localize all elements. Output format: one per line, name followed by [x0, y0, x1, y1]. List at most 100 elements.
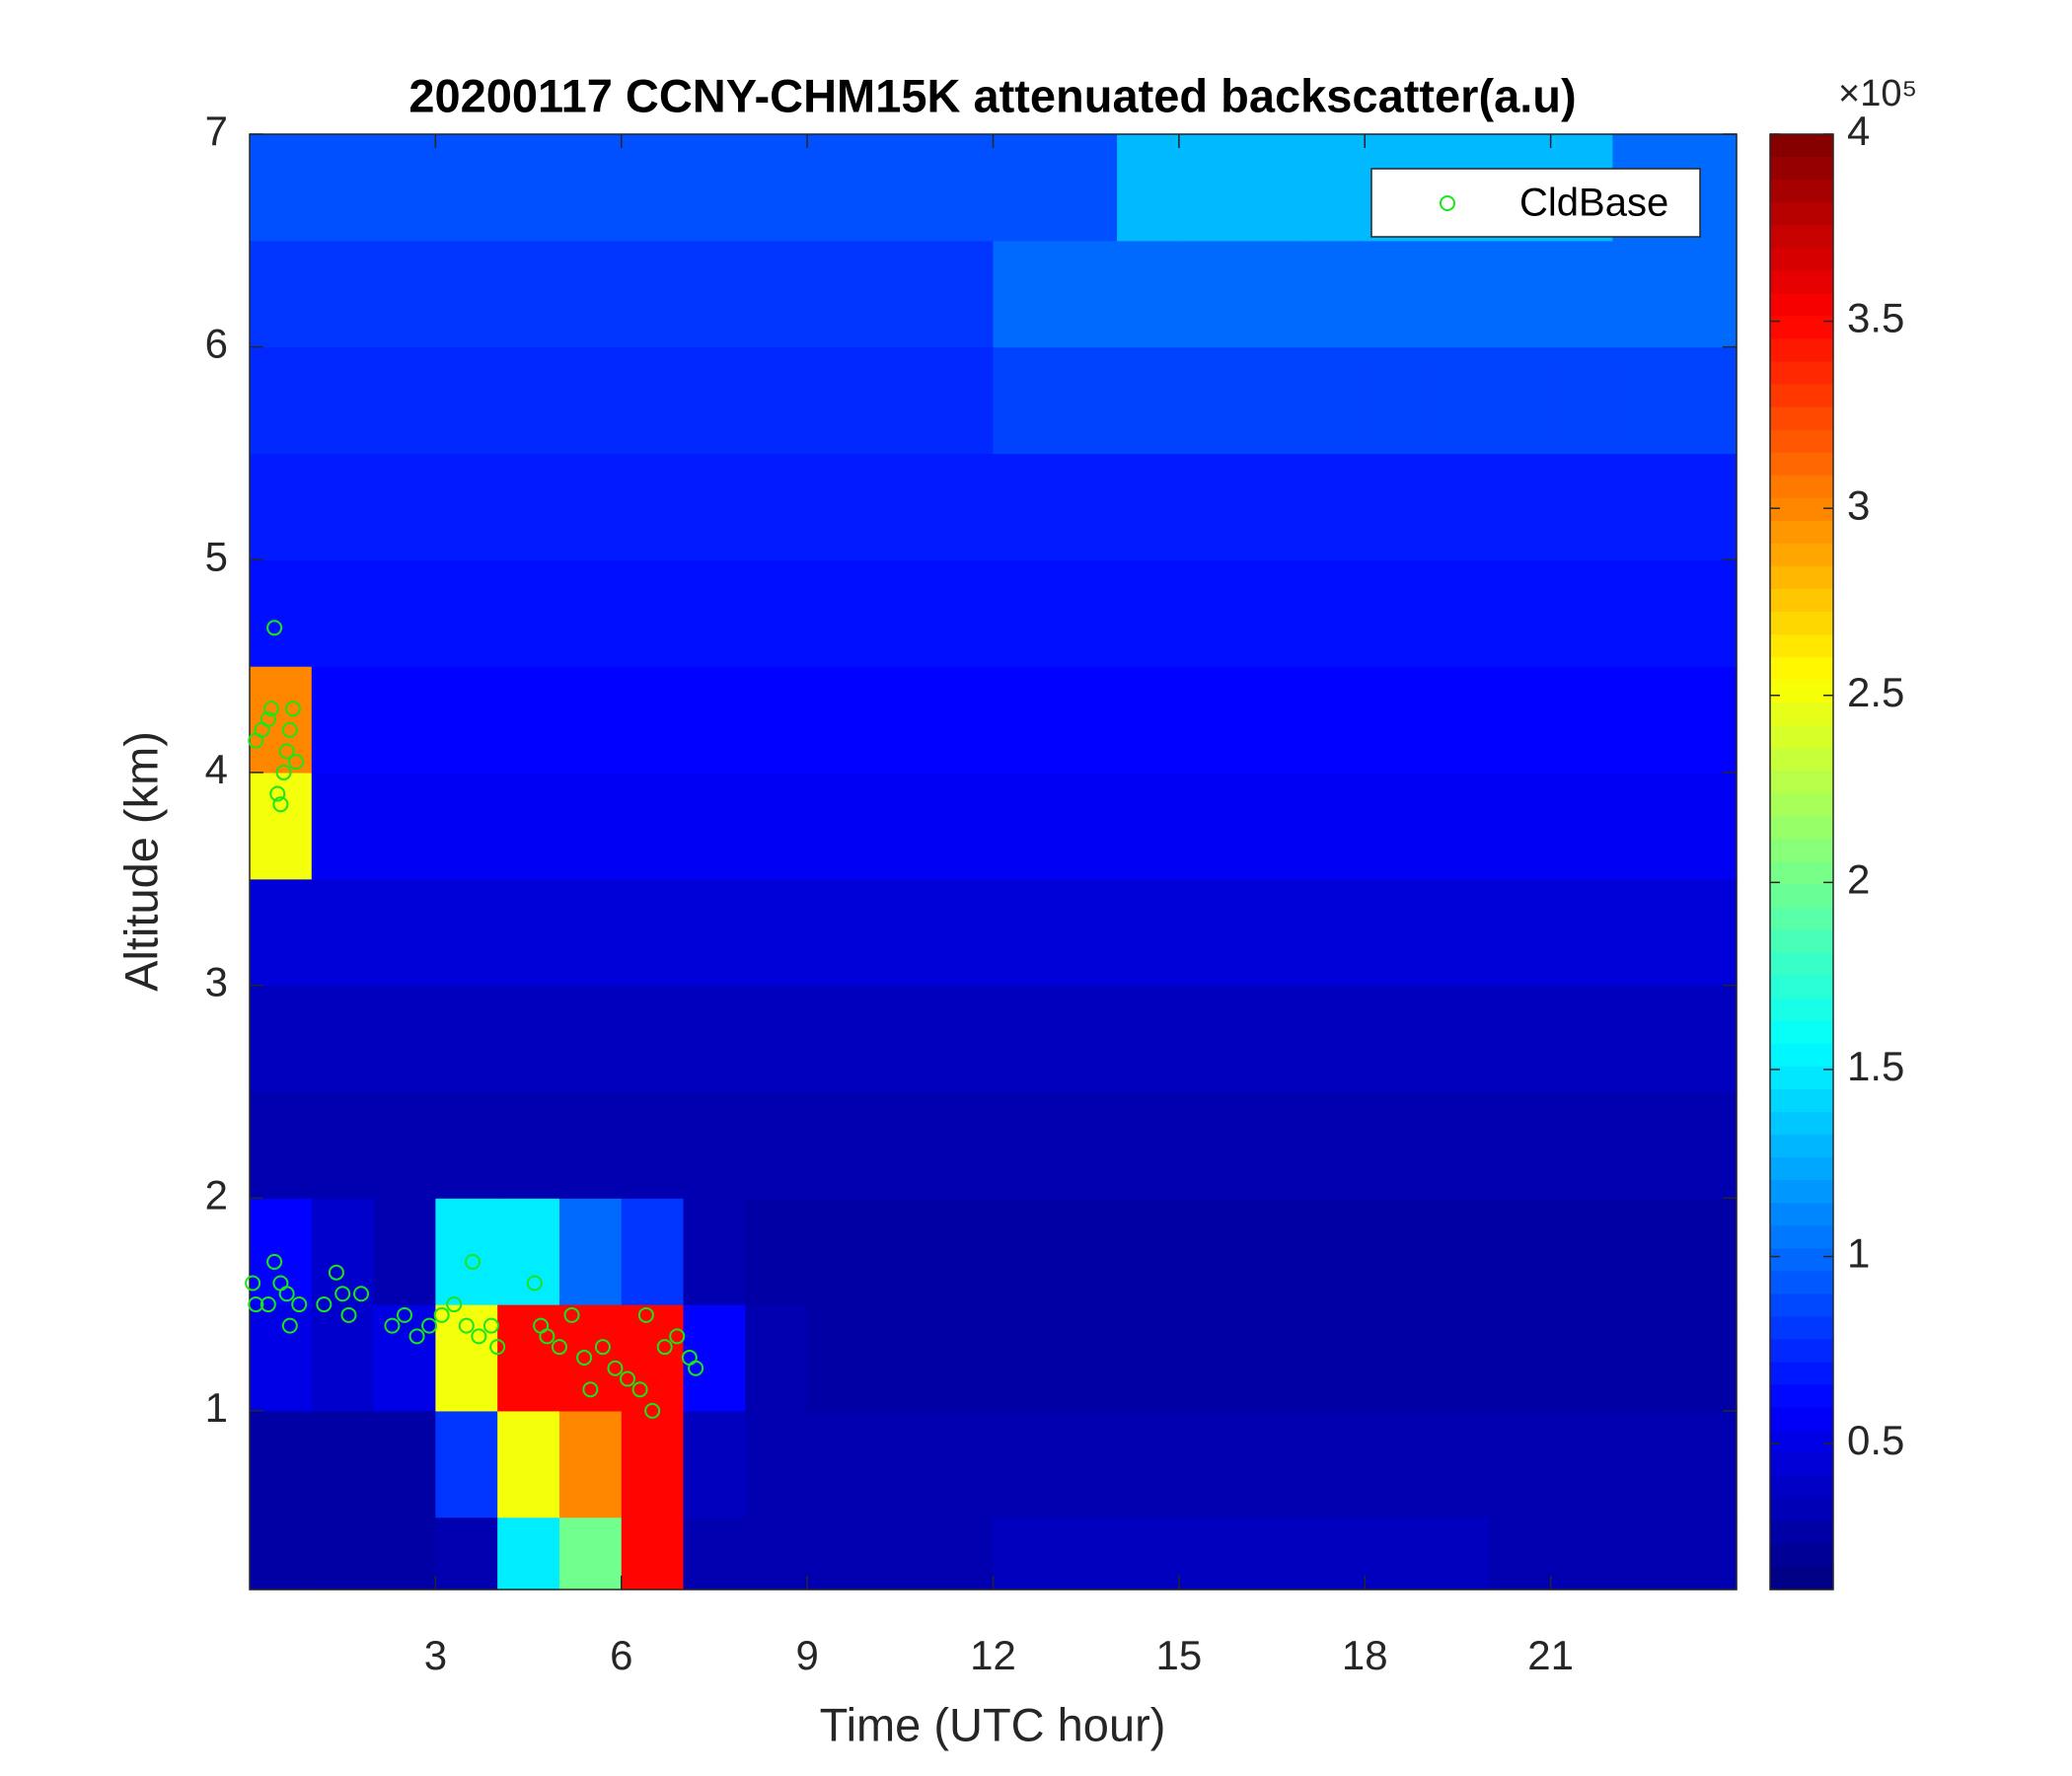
colorbar-swatch [1770, 1520, 1833, 1545]
colorbar-swatch [1770, 565, 1833, 590]
colorbar-swatch [1770, 1475, 1833, 1500]
heat-cell [1178, 1304, 1242, 1412]
colorbar-swatch [1770, 771, 1833, 794]
heat-cell [807, 1091, 870, 1199]
heat-cell [930, 134, 995, 242]
heat-cell [868, 346, 932, 455]
cloud-base-point [281, 721, 298, 738]
heat-cell [250, 1091, 313, 1199]
heat-cell [993, 559, 1056, 667]
heat-cell [1550, 1198, 1614, 1305]
heat-cell [683, 985, 746, 1092]
heat-cell [435, 666, 498, 774]
heat-cell [621, 666, 685, 774]
heat-cell [1365, 878, 1428, 987]
cloud-base-point [245, 1275, 261, 1292]
heat-cell [250, 240, 313, 348]
heat-cell [1240, 134, 1304, 242]
colorbar-swatch [1770, 1248, 1833, 1272]
heat-cell [1365, 772, 1428, 880]
heat-cell [1427, 666, 1490, 774]
colorbar-swatch [1770, 725, 1833, 749]
cloud-base-point [328, 1264, 344, 1281]
heat-cell [930, 666, 995, 774]
heat-cell [1117, 1410, 1180, 1518]
heat-cell [1055, 666, 1118, 774]
heat-cell [993, 453, 1056, 560]
heat-cell [1365, 1304, 1428, 1412]
colorbar-swatch [1770, 1543, 1833, 1568]
cloud-base-point [526, 1275, 543, 1292]
heat-cell [373, 346, 436, 455]
colorbar-swatch [1770, 1112, 1833, 1136]
colorbar-tick-label: 0.5 [1847, 1417, 1904, 1463]
heat-cell [373, 453, 436, 560]
colorbar-swatch [1770, 680, 1833, 703]
colorbar-swatch [1770, 611, 1833, 635]
heat-cell [621, 1517, 685, 1591]
cloud-base-point [275, 764, 292, 780]
heat-cell [373, 878, 436, 987]
colorbar-swatch [1770, 520, 1833, 545]
heat-cell [1240, 1517, 1304, 1591]
colorbar-swatch [1770, 657, 1833, 681]
heat-cell [745, 878, 808, 987]
heat-cell [993, 134, 1056, 242]
cloud-base-point [458, 1317, 475, 1334]
heat-cell [1055, 1198, 1118, 1305]
colorbar-tick-label: 1 [1847, 1230, 1870, 1277]
heat-cell [1488, 1410, 1552, 1518]
cloud-base-point [353, 1286, 370, 1302]
heat-cell [807, 453, 870, 560]
cloud-base-point [489, 1339, 506, 1356]
heat-cell [1612, 1410, 1675, 1518]
chart-title: 20200117 CCNY-CHM15K attenuated backscat… [408, 69, 1576, 121]
cloud-base-point [291, 1296, 308, 1313]
colorbar-swatch [1770, 588, 1833, 613]
x-tick-label: 12 [970, 1632, 1016, 1678]
cloud-base-point [269, 785, 286, 802]
heat-cell [1240, 240, 1304, 348]
heat-cell [311, 559, 375, 667]
y-tick-label: 5 [205, 533, 228, 579]
heat-cell [683, 1304, 746, 1412]
heat-cell [497, 346, 560, 455]
heat-cell [868, 985, 932, 1092]
heat-cell [1055, 346, 1118, 455]
heat-cell [1055, 1304, 1118, 1412]
heat-cell [930, 1091, 995, 1199]
colorbar-tick-label: 4 [1847, 108, 1870, 154]
heat-cell [435, 453, 498, 560]
x-axis-label: Time (UTC hour) [820, 1698, 1166, 1750]
cloud-base-point [408, 1328, 425, 1345]
heat-cell [497, 1517, 560, 1591]
heat-cell [1302, 772, 1366, 880]
heat-cell [807, 346, 870, 455]
heat-cell [807, 1198, 870, 1305]
heat-cell [1240, 559, 1304, 667]
heat-cell [1240, 666, 1304, 774]
heat-cell [435, 1517, 498, 1591]
heat-cell [1365, 985, 1428, 1092]
heat-cell [1302, 1304, 1366, 1412]
heat-cell [1240, 1198, 1304, 1305]
legend-label: CldBase [1519, 182, 1668, 225]
heat-cell [1612, 453, 1675, 560]
heat-cell [993, 1091, 1056, 1199]
heat-cell [1488, 666, 1552, 774]
heat-cell [1240, 985, 1304, 1092]
heat-cell [1365, 453, 1428, 560]
colorbar-swatch [1770, 1384, 1833, 1409]
heat-cell [807, 1410, 870, 1518]
heat-cell [1240, 453, 1304, 560]
heat-cell [1178, 453, 1242, 560]
heat-cell [993, 346, 1056, 455]
heat-cell [930, 346, 995, 455]
colorbar-swatch [1770, 1066, 1833, 1090]
heat-cell [311, 985, 375, 1092]
colorbar-swatch [1770, 1452, 1833, 1477]
colorbar-swatch [1770, 157, 1833, 181]
colorbar-swatch [1770, 270, 1833, 294]
heat-cell [435, 559, 498, 667]
heat-cell [745, 1410, 808, 1518]
